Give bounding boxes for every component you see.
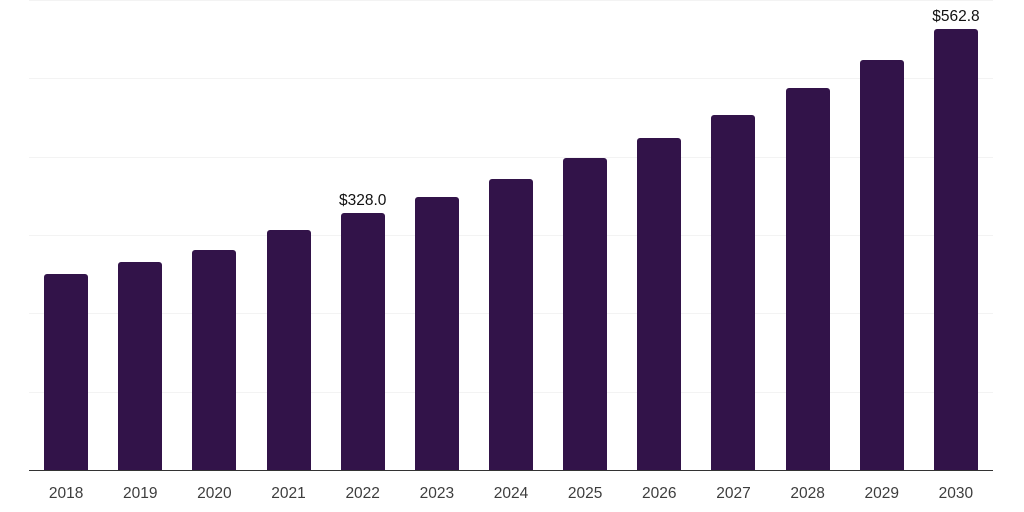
bar-2020 (192, 249, 237, 470)
bar-2021 (266, 230, 311, 470)
x-axis-line (29, 470, 993, 471)
x-tick-label-2027: 2027 (716, 485, 751, 502)
bar-2024 (489, 178, 533, 470)
gridline-400 (29, 156, 993, 158)
bar-2026 (637, 138, 682, 470)
x-tick-label-2018: 2018 (48, 485, 84, 502)
x-tick-label-2029: 2029 (864, 485, 899, 502)
bar-2030 (933, 29, 978, 470)
x-tick-label-2030: 2030 (938, 485, 974, 502)
gridline-600 (29, 0, 993, 1)
x-tick-label-2023: 2023 (419, 485, 455, 502)
bar-2025 (563, 158, 608, 470)
bar-2023 (414, 196, 459, 470)
bar-2027 (711, 114, 756, 470)
gridline-500 (29, 78, 993, 80)
x-tick-label-2028: 2028 (790, 485, 825, 502)
data-label-2030: $562.8 (932, 8, 980, 26)
x-tick-label-2019: 2019 (122, 485, 158, 502)
bar-2022 (340, 213, 385, 470)
x-axis-tick-labels: 2018 2019 2020 2021 2022 2023 2024 2025 2026 2027… (29, 483, 993, 507)
x-tick-label-2022: 2022 (345, 485, 380, 502)
bar-2018 (44, 273, 89, 470)
bar-2029 (859, 59, 904, 470)
x-tick-label-2025: 2025 (567, 485, 603, 502)
data-label-2022: $328.0 (338, 192, 387, 210)
bar-2028 (785, 88, 830, 470)
x-tick-label-2021: 2021 (271, 485, 306, 502)
plot-area: $328.0 $562.8 (29, 0, 993, 471)
x-tick-label-2024: 2024 (493, 485, 529, 502)
x-tick-label-2020: 2020 (197, 485, 232, 502)
bar-2019 (118, 261, 163, 470)
x-tick-label-2026: 2026 (642, 485, 677, 502)
